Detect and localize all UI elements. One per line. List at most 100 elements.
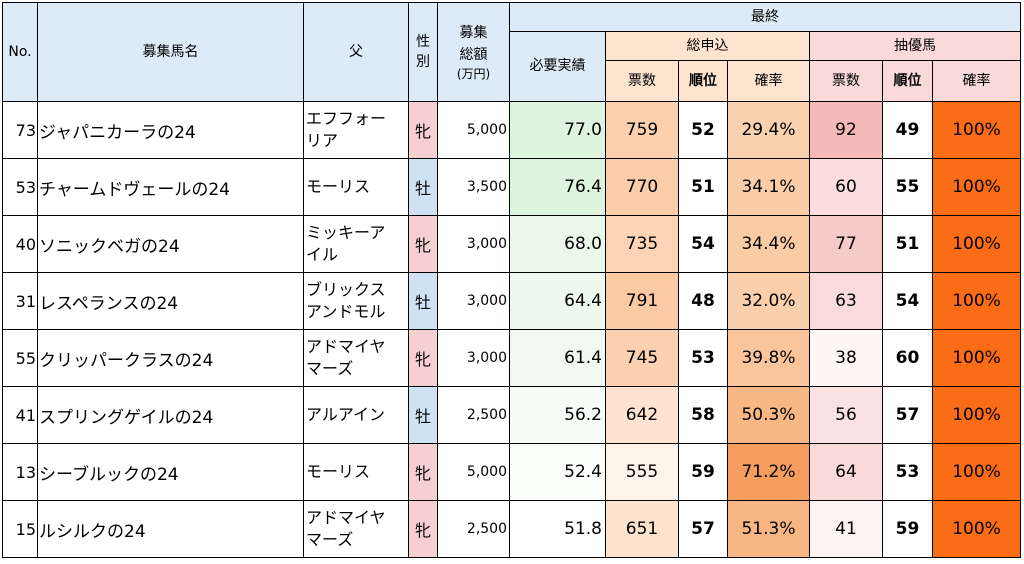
row-fund: 2,500: [437, 386, 510, 444]
row-prio-votes: 60: [809, 158, 883, 216]
row-sire: アドマイヤ マーズ: [303, 500, 409, 558]
header-total-votes: 票数: [605, 60, 679, 102]
row-prio-votes: 63: [809, 272, 883, 330]
row-total-votes: 651: [605, 500, 679, 558]
row-prio-rate: 100%: [931, 329, 1022, 387]
table-row: 15 ルシルクの24 アドマイヤ マーズ牝 2,500 51.8 651 57 51.3% 41…: [2, 500, 1022, 558]
row-total-votes: 745: [605, 329, 679, 387]
row-required-record: 68.0: [509, 215, 606, 273]
row-no: 41: [2, 386, 38, 444]
row-prio-rate: 100%: [931, 158, 1022, 216]
row-required-record: 77.0: [509, 101, 606, 159]
row-no: 55: [2, 329, 38, 387]
row-horse-name: シーブルックの24: [37, 443, 304, 501]
row-prio-votes: 92: [809, 101, 883, 159]
row-sex: 牡: [408, 158, 438, 216]
row-total-rank: 53: [678, 329, 728, 387]
row-prio-votes: 38: [809, 329, 883, 387]
row-fund: 3,500: [437, 158, 510, 216]
row-required-record: 76.4: [509, 158, 606, 216]
row-total-votes: 642: [605, 386, 679, 444]
header-total-rate: 確率: [727, 60, 810, 102]
row-total-rate: 39.8%: [727, 329, 810, 387]
table-row: 40 ソニックベガの24 ミッキーア イル牝 3,000 68.0 735 54 34.4% 7…: [2, 215, 1022, 273]
header-no: No.: [2, 2, 38, 102]
row-sire: アドマイヤ マーズ: [303, 329, 409, 387]
row-total-votes: 555: [605, 443, 679, 501]
row-horse-name: ソニックベガの24: [37, 215, 304, 273]
header-fund-label: 募集総額: [459, 24, 488, 63]
row-prio-rate: 100%: [931, 386, 1022, 444]
row-sex: 牝: [408, 500, 438, 558]
row-sex: 牝: [408, 329, 438, 387]
row-total-rank: 57: [678, 500, 728, 558]
row-fund: 3,000: [437, 329, 510, 387]
row-sire: アルアイン: [303, 386, 409, 444]
row-sire: モーリス: [303, 443, 409, 501]
row-total-rank: 58: [678, 386, 728, 444]
header-fund-total: 募集総額 (万円): [437, 2, 510, 102]
header-prio-rate: 確率: [931, 60, 1022, 102]
row-horse-name: チャームドヴェールの24: [37, 158, 304, 216]
row-prio-rate: 100%: [931, 500, 1022, 558]
row-required-record: 51.8: [509, 500, 606, 558]
row-total-rank: 52: [678, 101, 728, 159]
row-prio-rank: 49: [882, 101, 933, 159]
row-total-rank: 54: [678, 215, 728, 273]
table-row: 53 チャームドヴェールの24 モーリス牡 3,500 76.4 770 51 34.1% 60…: [2, 158, 1022, 216]
row-sire: モーリス: [303, 158, 409, 216]
row-total-votes: 770: [605, 158, 679, 216]
row-prio-rank: 51: [882, 215, 933, 273]
row-required-record: 52.4: [509, 443, 606, 501]
table-body: 73 ジャパニカーラの24 エフフォー リア牝 5,000 77.0 759 52 29.4%…: [2, 101, 1022, 558]
header-required-record: 必要実績: [509, 31, 606, 102]
row-prio-rate: 100%: [931, 272, 1022, 330]
row-fund: 2,500: [437, 500, 510, 558]
row-no: 53: [2, 158, 38, 216]
row-horse-name: ルシルクの24: [37, 500, 304, 558]
table-row: 55 クリッパークラスの24 アドマイヤ マーズ牝 3,000 61.4 745 53 39.…: [2, 329, 1022, 387]
row-prio-rate: 100%: [931, 215, 1022, 273]
header-total-rank: 順位: [678, 60, 728, 102]
row-sire: エフフォー リア: [303, 101, 409, 159]
row-no: 13: [2, 443, 38, 501]
row-sex: 牝: [408, 215, 438, 273]
row-prio-rank: 53: [882, 443, 933, 501]
row-prio-rank: 60: [882, 329, 933, 387]
row-fund: 5,000: [437, 101, 510, 159]
row-total-votes: 791: [605, 272, 679, 330]
table-row: 41 スプリングゲイルの24 アルアイン牡 2,500 56.2 642 58 50.3% 56…: [2, 386, 1022, 444]
row-total-rate: 34.4%: [727, 215, 810, 273]
row-prio-rank: 59: [882, 500, 933, 558]
row-fund: 3,000: [437, 215, 510, 273]
row-sire: ブリックス アンドモル: [303, 272, 409, 330]
row-prio-rank: 57: [882, 386, 933, 444]
row-prio-rank: 54: [882, 272, 933, 330]
row-total-votes: 735: [605, 215, 679, 273]
row-sex: 牝: [408, 101, 438, 159]
header-sex-label: 性別: [416, 34, 430, 70]
row-prio-rate: 100%: [931, 443, 1022, 501]
header-total-application: 総申込: [605, 31, 810, 61]
row-total-rate: 34.1%: [727, 158, 810, 216]
row-fund: 5,000: [437, 443, 510, 501]
row-required-record: 56.2: [509, 386, 606, 444]
row-horse-name: レスペランスの24: [37, 272, 304, 330]
table-row: 13 シーブルックの24 モーリス牝 5,000 52.4 555 59 71.2% 64 53 1…: [2, 443, 1022, 501]
row-total-rate: 29.4%: [727, 101, 810, 159]
row-prio-votes: 56: [809, 386, 883, 444]
row-sex: 牝: [408, 443, 438, 501]
row-no: 73: [2, 101, 38, 159]
row-fund: 3,000: [437, 272, 510, 330]
row-no: 15: [2, 500, 38, 558]
row-total-rank: 48: [678, 272, 728, 330]
row-sex: 牡: [408, 272, 438, 330]
row-total-votes: 759: [605, 101, 679, 159]
header-prio-votes: 票数: [809, 60, 883, 102]
header-sex: 性別: [408, 2, 438, 102]
row-prio-rank: 55: [882, 158, 933, 216]
header-prio-rank: 順位: [882, 60, 933, 102]
row-total-rank: 51: [678, 158, 728, 216]
